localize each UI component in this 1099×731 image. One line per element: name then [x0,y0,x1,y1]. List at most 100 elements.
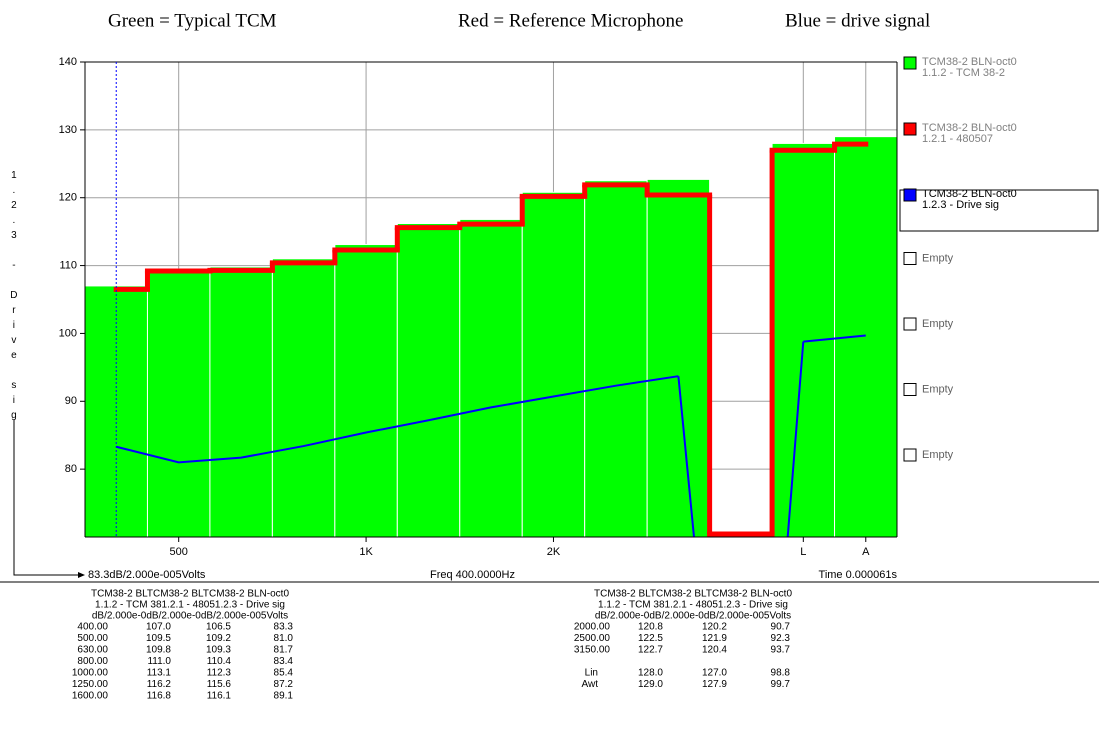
table-value: 106.5 [206,622,231,633]
bar [521,191,586,538]
x-tick-label: 1K [359,546,373,558]
legend-empty: Empty [922,449,954,461]
table-value: 116.8 [147,691,172,702]
table-value: 110.4 [207,656,232,667]
table-freq: 1000.00 [72,668,109,679]
legend-empty: Empty [922,252,954,264]
table-value: 127.9 [702,679,727,690]
x-tick-label: 500 [170,546,188,558]
table-freq: 1600.00 [72,691,109,702]
legend-empty-box [903,383,917,396]
line [803,334,866,343]
table-value: 93.7 [771,645,791,656]
table-value: 116.2 [147,679,172,690]
table-freq: 3150.00 [574,645,611,656]
table-freq: 630.00 [77,645,108,656]
legend-empty-box [903,448,917,462]
table-value: 120.8 [638,622,663,633]
arrow [13,420,80,576]
table-value: 111.0 [147,656,171,667]
table-value: 109.3 [206,645,231,656]
table-value: 112.3 [207,668,232,679]
table-value: 99.7 [771,679,791,690]
y-tick-label: 120 [59,192,77,204]
legend-selection [899,189,1099,232]
bar [396,223,461,538]
line [115,375,679,464]
table-value: 122.7 [638,645,663,656]
table-value: 109.2 [206,633,231,644]
bar [146,268,211,538]
table-value: 127.0 [702,668,727,679]
arrowhead [78,572,85,578]
table-value: 109.5 [146,633,171,644]
line-drop [786,341,805,538]
legend-empty: Empty [922,318,954,330]
legend-sublabel: 1.2.3 - Drive sig [922,199,999,211]
y-tick-label: 90 [65,395,77,407]
legend-swatch [903,122,917,136]
bar [271,258,336,538]
y-tick-label: 140 [59,56,77,68]
table-freq: 2500.00 [574,633,611,644]
table-value: 81.7 [274,645,294,656]
table-freq: 2000.00 [574,622,611,633]
header-note: Blue = drive signal [785,10,930,31]
table-value: 92.3 [771,633,791,644]
table-freq: Awt [582,679,599,690]
table-freq: 800.00 [77,656,108,667]
table-value: 120.2 [702,622,727,633]
legend-empty-box [903,252,917,265]
y-tick-label: 100 [59,327,77,339]
table-header: 1.1.2 - TCM 381.2.1 - 48051.2.3 - Drive … [95,600,285,611]
table-header: TCM38-2 BLTCM38-2 BLTCM38-2 BLN-oct0 [91,589,289,600]
table-header: dB/2.000e-0dB/2.000e-0dB/2.000e-005Volts [595,611,791,622]
bar [646,178,711,538]
x-tick-label: L [800,546,806,558]
y-tick-label: 110 [59,259,77,271]
legend-empty-box [903,317,917,331]
y-tick-label: 130 [59,124,77,136]
table-freq: 500.00 [77,633,108,644]
cursor-readout: 83.3dB/2.000e-005Volts [88,569,206,581]
table-header: TCM38-2 BLTCM38-2 BLTCM38-2 BLN-oct0 [594,589,792,600]
table-header: 1.1.2 - TCM 381.2.1 - 48051.2.3 - Drive … [598,600,788,611]
x-tick-label: A [862,546,870,558]
table-value: 122.5 [638,633,663,644]
header-note: Green = Typical TCM [108,10,277,31]
table-value: 85.4 [274,668,294,679]
header-note: Red = Reference Microphone [458,10,683,31]
legend-name: TCM38-2 BLN-oct0 [922,122,1017,134]
table-value: 128.0 [638,668,663,679]
table-value: 121.9 [702,633,727,644]
table-value: 116.1 [207,691,232,702]
table-freq: 1250.00 [72,679,109,690]
table-freq: Lin [585,668,598,679]
table-value: 98.8 [771,668,791,679]
bar [334,244,398,538]
cursor-time: Time 0.000061s [819,569,898,581]
table-value: 83.4 [274,656,294,667]
table-value: 129.0 [638,679,663,690]
table-value: 81.0 [274,633,294,644]
line-drop [677,376,695,538]
table-value: 115.6 [207,679,232,690]
y-tick-label: 80 [65,463,77,475]
legend-sublabel: 1.2.1 - 480507 [922,133,993,145]
table-freq: 400.00 [77,622,108,633]
legend-empty: Empty [922,383,954,395]
table-value: 89.1 [274,691,294,702]
legend-swatch [903,56,917,70]
table-header: dB/2.000e-0dB/2.000e-0dB/2.000e-005Volts [92,611,288,622]
x-tick-label: 2K [547,546,561,558]
table-value: 109.8 [146,645,171,656]
table-value: 107.0 [146,622,171,633]
cursor-freq: Freq 400.0000Hz [430,569,515,581]
table-value: 87.2 [274,679,294,690]
table-value: 113.1 [147,668,172,679]
legend-name: TCM38-2 BLN-oct0 [922,56,1017,68]
bar [209,266,273,538]
table-value: 120.4 [702,645,727,656]
bar [584,180,648,538]
